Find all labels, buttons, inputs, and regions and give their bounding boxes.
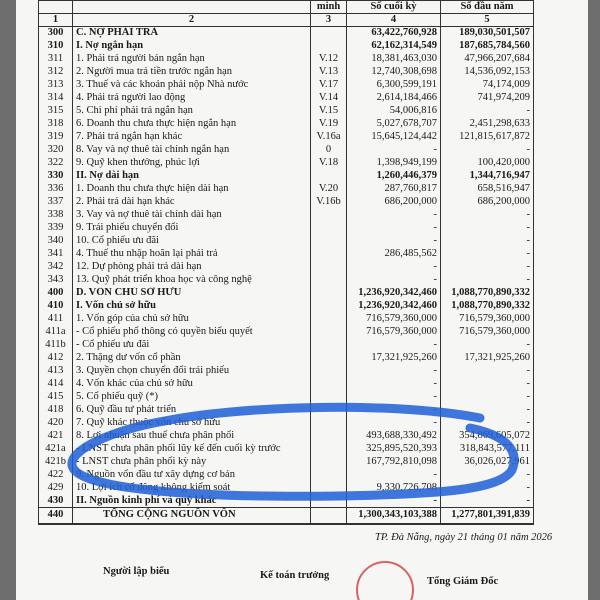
- row-begin-value: 741,974,209: [440, 91, 534, 105]
- total-cell: 1,277,801,391,839: [440, 507, 534, 525]
- row-begin-value: -: [440, 234, 534, 248]
- row-begin-value: -: [440, 143, 534, 157]
- table-row: 313 3. Thuế và các khoản phải nộp Nhà nướ…: [38, 78, 534, 92]
- table-row: 310 I. Nợ ngắn hạn 62,162,314,549 187,685,7…: [38, 39, 534, 53]
- table-row: 300 C. NỢ PHẢI TRẢ 63,422,760,928 189,030,5…: [38, 26, 534, 40]
- row-begin-value: 1,344,716,947: [440, 169, 534, 183]
- table-row: 415 5. Cổ phiếu quỹ (*) - -: [38, 390, 534, 404]
- table-row: 411a - Cổ phiếu phổ thông có quyền biểu …: [38, 325, 534, 339]
- row-begin-value: -: [440, 390, 534, 404]
- row-begin-value: 189,030,501,507: [440, 26, 534, 40]
- row-begin-value: 100,420,000: [440, 156, 534, 170]
- signing-date: TP. Đà Nẵng, ngày 21 tháng 01 năm 2026: [375, 532, 553, 543]
- row-begin-value: 716,579,360,000: [440, 312, 534, 326]
- director-label: Tổng Giám Đốc: [427, 576, 499, 587]
- table-row: 339 9. Trái phiếu chuyển đổi - -: [38, 221, 534, 235]
- row-begin-value: -: [440, 104, 534, 118]
- table-row: 320 8. Vay và nợ thuê tài chính ngắn hạn 0…: [38, 143, 534, 157]
- table-row: 421b - LNST chưa phân phối kỳ này 167,792…: [38, 455, 534, 469]
- row-begin-value: 47,966,207,684: [440, 52, 534, 66]
- table-row: 311 1. Phải trả người bán ngắn hạn V.12 18,…: [38, 52, 534, 66]
- row-begin-value: -: [440, 273, 534, 287]
- table-row: 341 4. Thuế thu nhập hoãn lại phải trả 286…: [38, 247, 534, 261]
- table-row: 414 4. Vốn khác của chủ sở hữu - -: [38, 377, 534, 391]
- total-row: 440 TỔNG CỘNG NGUỒN VỐN 1,300,343,103,388 1…: [38, 507, 534, 525]
- table-row: 322 9. Quỹ khen thưởng, phúc lợi V.18 1,398…: [38, 156, 534, 170]
- row-begin-value: 2,451,298,633: [440, 117, 534, 131]
- total-cell: 1,300,343,103,388: [346, 507, 441, 525]
- table-row: 411b - Cổ phiếu ưu đãi - -: [38, 338, 534, 352]
- row-begin-value: -: [440, 416, 534, 430]
- table-row: 411 1. Vốn góp của chủ sở hữu 716,579,360,…: [38, 312, 534, 326]
- row-begin-value: -: [440, 364, 534, 378]
- table-row: 318 6. Doanh thu chưa thực hiện ngắn hạn V…: [38, 117, 534, 131]
- row-begin-value: -: [440, 338, 534, 352]
- table-row: 413 3. Quyền chọn chuyển đổi trái phiếu - -: [38, 364, 534, 378]
- table-row: 319 7. Phải trả ngắn hạn khác V.16a 15,645,…: [38, 130, 534, 144]
- table-row: 330 II. Nợ dài hạn 1,260,446,379 1,344,716,…: [38, 169, 534, 183]
- row-begin-value: 17,321,925,260: [440, 351, 534, 365]
- table-row: 421a - LNST chưa phân phối lũy kế đến cu…: [38, 442, 534, 456]
- total-cell: TỔNG CỘNG NGUỒN VỐN: [72, 507, 311, 525]
- table-row: 336 1. Doanh thu chưa thực hiện dài hạn V.…: [38, 182, 534, 196]
- row-begin-value: 14,536,092,153: [440, 65, 534, 79]
- table-row: 342 12. Dự phòng phải trả dài hạn - -: [38, 260, 534, 274]
- table-row: 412 2. Thặng dư vốn cổ phần 17,321,925,260…: [38, 351, 534, 365]
- row-begin-value: 121,815,617,872: [440, 130, 534, 144]
- table-row: 312 2. Người mua trả tiền trước ngắn hạn V…: [38, 65, 534, 79]
- row-begin-value: 1,088,770,890,332: [440, 299, 534, 313]
- row-begin-value: 187,685,784,560: [440, 39, 534, 53]
- row-begin-value: -: [440, 208, 534, 222]
- row-begin-value: -: [440, 260, 534, 274]
- row-begin-value: -: [440, 494, 534, 508]
- table-row: 315 5. Chi phí phải trả ngắn hạn V.15 54,00…: [38, 104, 534, 118]
- table-row: 340 10. Cổ phiếu ưu đãi - -: [38, 234, 534, 248]
- company-stamp: [356, 561, 414, 600]
- table-row: 343 13. Quỹ phát triển khoa học và công n…: [38, 273, 534, 287]
- row-begin-value: -: [440, 247, 534, 261]
- row-begin-value: 686,200,000: [440, 195, 534, 209]
- preparer-label: Người lập biểu: [103, 566, 170, 577]
- table-row: 430 II. Nguồn kinh phí và quỹ khác - -: [38, 494, 534, 508]
- row-begin-value: 74,174,009: [440, 78, 534, 92]
- row-begin-value: -: [440, 377, 534, 391]
- table-row: 314 4. Phải trả người lao động V.14 2,614,1…: [38, 91, 534, 105]
- blue-pen-ellipse: [67, 402, 519, 501]
- row-begin-value: 716,579,360,000: [440, 325, 534, 339]
- header-row: minh Số cuối kỳ Số đầu năm: [38, 0, 534, 14]
- table-row: 338 3. Vay và nợ thuê tài chính dài hạn - -: [38, 208, 534, 222]
- row-begin-value: 658,516,947: [440, 182, 534, 196]
- accountant-label: Kế toán trưởng: [260, 570, 330, 581]
- table-row: 410 I. Vốn chủ sở hữu 1,236,920,342,460 1,0…: [38, 299, 534, 313]
- row-begin-value: -: [440, 221, 534, 235]
- table-row: 400 D. VỐN CHỦ SỞ HỮU 1,236,920,342,460 1,0…: [38, 286, 534, 300]
- row-begin-value: 1,088,770,890,332: [440, 286, 534, 300]
- table-row: 337 2. Phải trả dài hạn khác V.16b 686,200,…: [38, 195, 534, 209]
